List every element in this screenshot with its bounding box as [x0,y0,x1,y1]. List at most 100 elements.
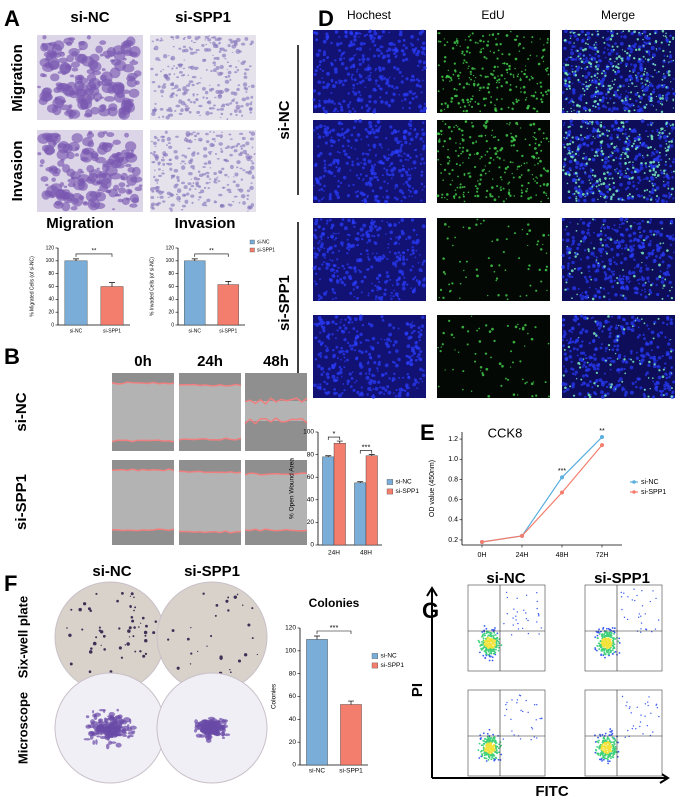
nucleus [601,381,604,384]
edu-dot [663,284,666,287]
column-label: si-SPP1 [594,570,650,587]
nucleus [650,75,652,77]
nucleus [393,88,395,90]
edu-dot [567,153,568,154]
edu-dot [486,190,488,192]
cell [251,162,254,164]
edu-dot [476,219,478,221]
edu-dot [488,257,490,259]
edu-dot [507,379,509,381]
nucleus [591,386,593,388]
cell [182,49,185,52]
nucleus [586,256,590,260]
edu-dot [605,201,606,202]
nucleus [314,252,317,255]
edu-dot [590,84,592,86]
edu-dot [600,287,602,289]
edu-dot [542,234,545,237]
cell [243,82,247,87]
nucleus [356,162,360,166]
nucleus [667,264,671,268]
edu-dot [596,68,599,71]
nucleus [403,196,405,198]
edu-dot [492,178,493,179]
nucleus [374,195,378,199]
nucleus [400,218,404,222]
nucleus [611,155,613,157]
nucleus [401,230,404,233]
nucleus [592,264,596,268]
nucleus [625,188,627,190]
nucleus [329,259,331,261]
nucleus [632,181,634,183]
edu-dot [646,72,647,73]
colony [145,653,147,655]
nucleus [369,229,373,233]
cell [111,59,121,66]
nucleus [667,268,669,270]
nucleus [424,103,426,105]
edu-dot [601,72,603,74]
nucleus [313,129,315,131]
edu-dot [662,50,664,52]
edu-dot [600,238,603,241]
edu-dot [463,196,465,198]
nucleus [578,81,580,83]
nucleus [371,128,374,131]
nucleus [318,80,322,84]
cell [229,79,231,81]
edu-dot [585,110,587,112]
cell [171,175,176,177]
nucleus [664,55,666,57]
edu-dot [655,177,656,178]
nucleus [314,336,317,339]
nucleus [570,338,572,340]
cell [202,166,206,168]
nucleus [388,323,392,327]
nucleus [349,318,352,321]
cell [158,175,162,177]
nucleus [329,163,332,166]
nucleus [391,99,395,103]
edu-dot [573,32,575,34]
nucleus [570,49,572,51]
colony [202,593,204,595]
nucleus [347,342,349,344]
nucleus [608,321,610,323]
nucleus [402,165,404,167]
nucleus [409,190,412,193]
cell [229,154,232,157]
edu-dot [618,127,620,129]
edu-dot [655,171,657,173]
cell [171,36,175,38]
nucleus [579,267,581,269]
edu-dot [626,66,627,67]
nucleus [579,294,582,297]
nucleus [333,159,337,163]
nucleus [412,291,414,293]
nucleus [395,364,399,368]
nucleus [605,350,607,352]
cell [154,90,157,92]
nucleus [586,231,589,234]
cell [231,91,235,95]
edu-dot [644,106,647,109]
edu-dot [538,269,540,271]
edu-dot [634,109,636,111]
colony [68,634,71,637]
edu-dot [565,98,567,100]
edu-dot [569,143,571,145]
edu-dot [588,158,591,161]
edu-dot [527,58,529,60]
nucleus [378,391,381,394]
cell [90,107,99,115]
cell [181,209,183,211]
nucleus [400,200,402,202]
edu-dot [566,143,569,146]
edu-dot [662,287,663,288]
nucleus [567,268,569,270]
cell [161,85,166,89]
nucleus [375,79,378,82]
edu-dot [633,105,635,107]
edu-dot [495,136,497,138]
